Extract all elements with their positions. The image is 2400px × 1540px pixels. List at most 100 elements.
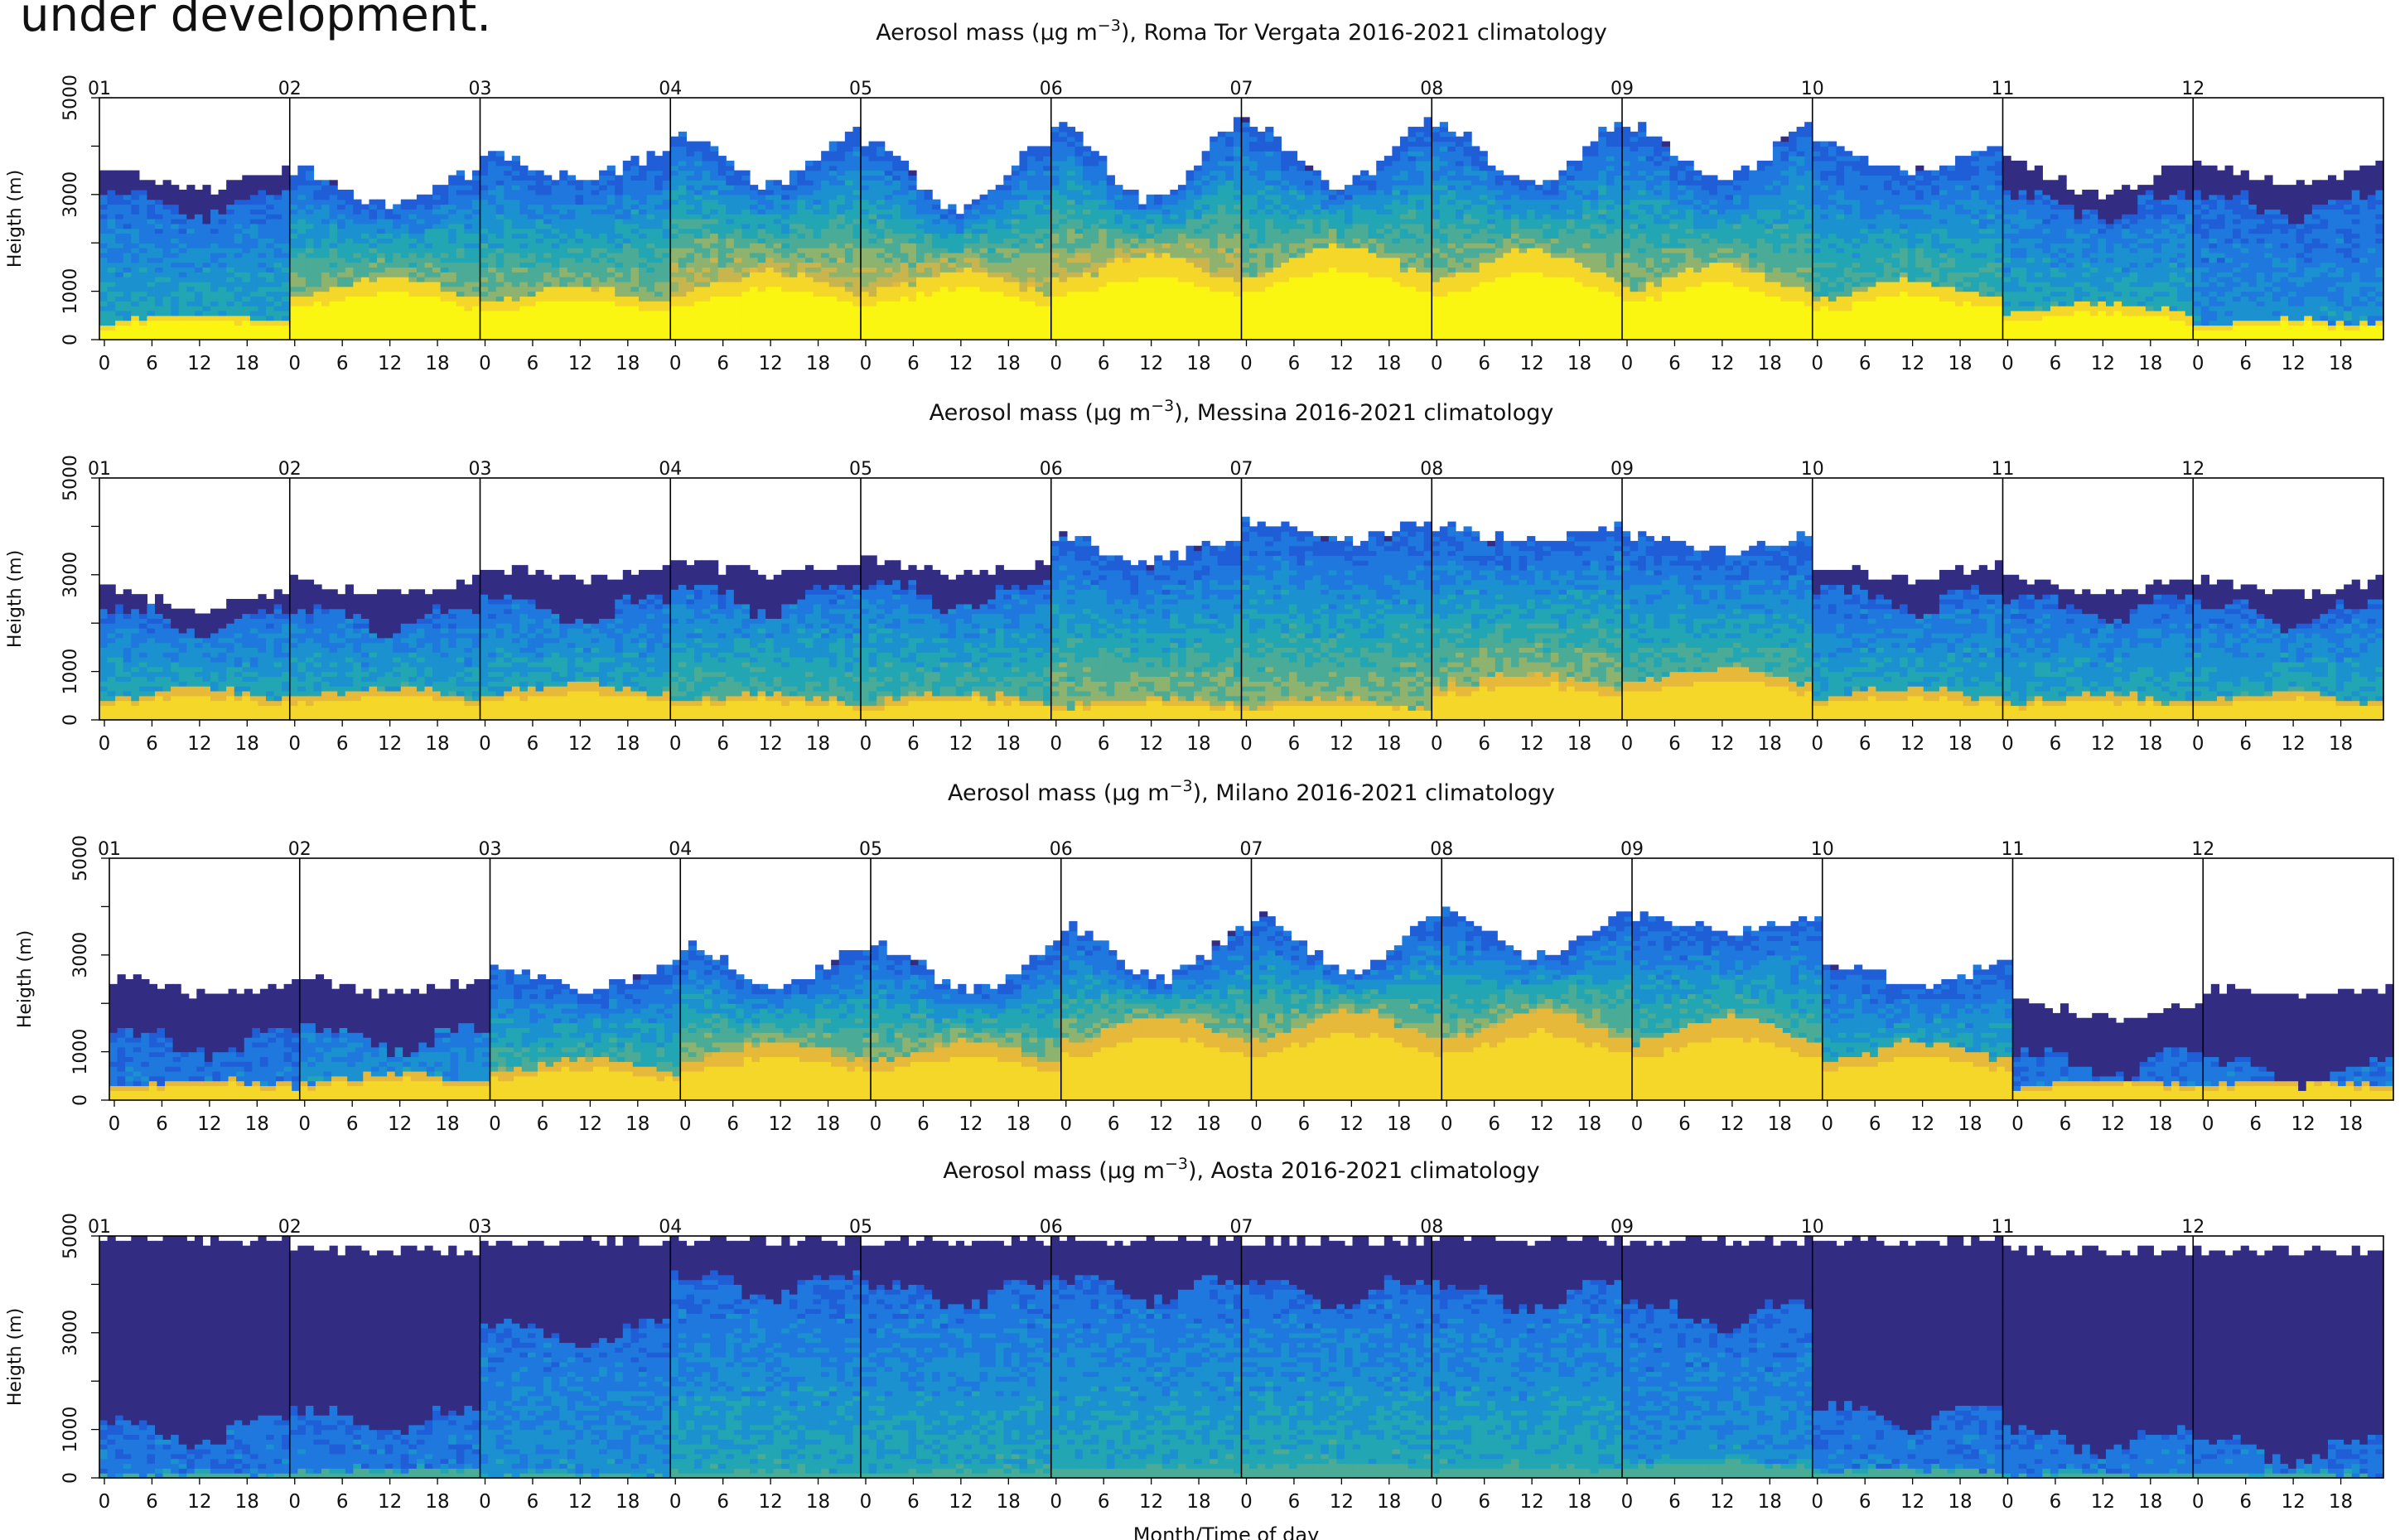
heatmap-cell: [234, 234, 243, 239]
heatmap-cell: [131, 272, 139, 277]
heatmap-cell: [147, 204, 155, 209]
heatmap-cell: [131, 306, 139, 311]
heatmap-cell: [195, 282, 203, 287]
heatmap-cell: [139, 330, 147, 335]
heatmap-cell: [226, 195, 234, 200]
heatmap-cell: [99, 292, 108, 297]
heatmap-cell: [274, 224, 282, 229]
heatmap-cell: [115, 296, 123, 301]
heatmap-cell: [163, 311, 171, 316]
heatmap-cell: [171, 282, 179, 287]
heatmap-cell: [258, 287, 266, 292]
heatmap-cell: [266, 229, 274, 234]
heatmap-cell: [195, 190, 203, 195]
heatmap-cell: [306, 171, 314, 176]
heatmap-cell: [163, 277, 171, 282]
heatmap-cell: [123, 224, 132, 229]
heatmap-cell: [155, 330, 163, 335]
heatmap-cell: [282, 243, 290, 248]
heatmap-cell: [163, 301, 171, 306]
heatmap-cell: [290, 219, 298, 224]
panel-1: Aerosol mass (μg m−3), Roma Tor Vergata …: [5, 17, 2384, 374]
heatmap-cell: [115, 234, 123, 239]
heatmap-cell: [186, 224, 195, 229]
heatmap-cell: [99, 330, 108, 335]
heatmap-cell: [123, 238, 132, 243]
heatmap-cell: [123, 209, 132, 214]
heatmap-cell: [266, 219, 274, 224]
heatmap-cell: [171, 209, 179, 214]
heatmap-cell: [202, 209, 210, 214]
heatmap-cell: [171, 195, 179, 200]
heatmap-cell: [250, 263, 258, 268]
heatmap-cell: [155, 214, 163, 219]
heatmap-cell: [147, 296, 155, 301]
heatmap-cell: [234, 238, 243, 243]
heatmap-cell: [234, 258, 243, 263]
heatmap-cell: [115, 287, 123, 292]
heatmap-cell: [226, 282, 234, 287]
heatmap-cell: [250, 301, 258, 306]
heatmap-cell: [282, 180, 290, 185]
heatmap-cell: [179, 325, 187, 330]
heatmap-cell: [290, 180, 298, 185]
heatmap-cell: [186, 238, 195, 243]
heatmap-cell: [282, 258, 290, 263]
heatmap-cell: [226, 267, 234, 272]
heatmap-cell: [306, 209, 314, 214]
heatmap-cell: [313, 296, 321, 301]
heatmap-cell: [139, 185, 147, 190]
heatmap-cell: [306, 190, 314, 195]
heatmap-cell: [258, 200, 266, 205]
heatmap-cell: [242, 175, 250, 180]
heatmap-cell: [195, 229, 203, 234]
heatmap-cell: [258, 292, 266, 297]
heatmap-cell: [234, 287, 243, 292]
heatmap-cell: [250, 243, 258, 248]
heatmap-cell: [179, 287, 187, 292]
heatmap-cell: [290, 190, 298, 195]
heatmap-cell: [155, 316, 163, 321]
heatmap-cell: [171, 267, 179, 272]
heatmap-cell: [171, 277, 179, 282]
heatmap-cell: [234, 311, 243, 316]
heatmap-cell: [250, 296, 258, 301]
heatmap-cell: [155, 272, 163, 277]
heatmap-cell: [210, 238, 219, 243]
heatmap-cell: [131, 190, 139, 195]
heatmap-cell: [195, 306, 203, 311]
heatmap-cell: [195, 234, 203, 239]
heatmap-cell: [202, 234, 210, 239]
heatmap-cell: [147, 292, 155, 297]
heatmap-cell: [258, 195, 266, 200]
heatmap-cell: [290, 209, 298, 214]
heatmap-cell: [99, 277, 108, 282]
heatmap-cell: [274, 190, 282, 195]
heatmap-cell: [266, 296, 274, 301]
heatmap-cell: [306, 272, 314, 277]
heatmap-cell: [266, 234, 274, 239]
heatmap-cell: [147, 219, 155, 224]
heatmap-cell: [147, 287, 155, 292]
heatmap-cell: [242, 224, 250, 229]
heatmap-cell: [290, 258, 298, 263]
heatmap-cell: [266, 316, 274, 321]
heatmap-cell: [171, 200, 179, 205]
heatmap-cell: [99, 209, 108, 214]
heatmap-cell: [234, 248, 243, 253]
heatmap-cell: [195, 296, 203, 301]
heatmap-cell: [186, 253, 195, 258]
heatmap-cell: [226, 190, 234, 195]
heatmap-cell: [179, 248, 187, 253]
heatmap-cell: [123, 234, 132, 239]
heatmap-cell: [282, 282, 290, 287]
heatmap-cell: [290, 263, 298, 268]
heatmap-cell: [115, 330, 123, 335]
heatmap-cell: [274, 243, 282, 248]
heatmap-cell: [131, 171, 139, 176]
heatmap-cell: [313, 301, 321, 306]
heatmap-cell: [242, 306, 250, 311]
heatmap-cell: [274, 330, 282, 335]
heatmap-cell: [202, 296, 210, 301]
heatmap-cell: [115, 209, 123, 214]
